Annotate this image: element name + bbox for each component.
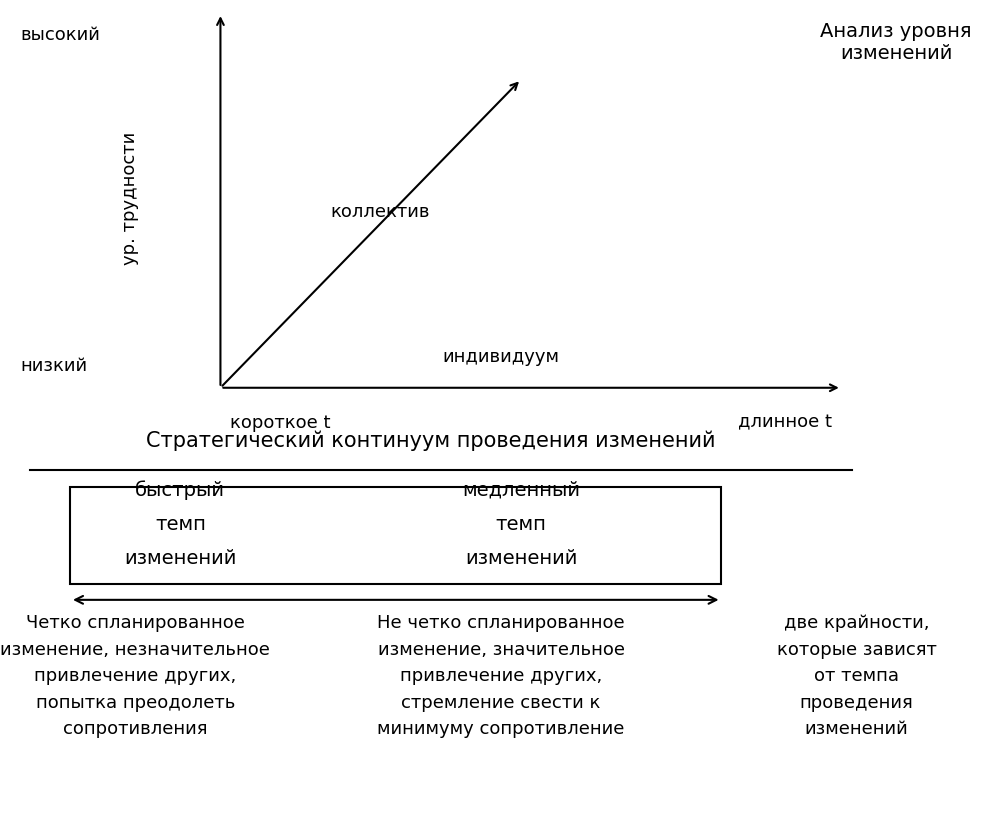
Text: длинное t: длинное t [737,414,832,432]
Text: Не четко спланированное
изменение, значительное
привлечение других,
стремление с: Не четко спланированное изменение, значи… [377,614,625,738]
Text: медленный
темп
изменений: медленный темп изменений [462,481,580,568]
Text: быстрый
темп
изменений: быстрый темп изменений [124,481,236,568]
Text: индивидуум: индивидуум [443,348,559,366]
Text: короткое t: короткое t [230,414,331,432]
Text: Стратегический континуум проведения изменений: Стратегический континуум проведения изме… [146,430,715,451]
Text: Анализ уровня
изменений: Анализ уровня изменений [821,22,972,63]
Text: Четко спланированное
изменение, незначительное
привлечение других,
попытка преод: Четко спланированное изменение, незначит… [0,614,271,738]
Text: низкий: низкий [20,357,87,375]
Text: коллектив: коллектив [331,202,430,220]
Text: высокий: высокий [20,26,100,44]
Text: две крайности,
которые зависят
от темпа
проведения
изменений: две крайности, которые зависят от темпа … [777,614,937,738]
Text: ур. трудности: ур. трудности [121,131,139,265]
Bar [70,486,721,583]
